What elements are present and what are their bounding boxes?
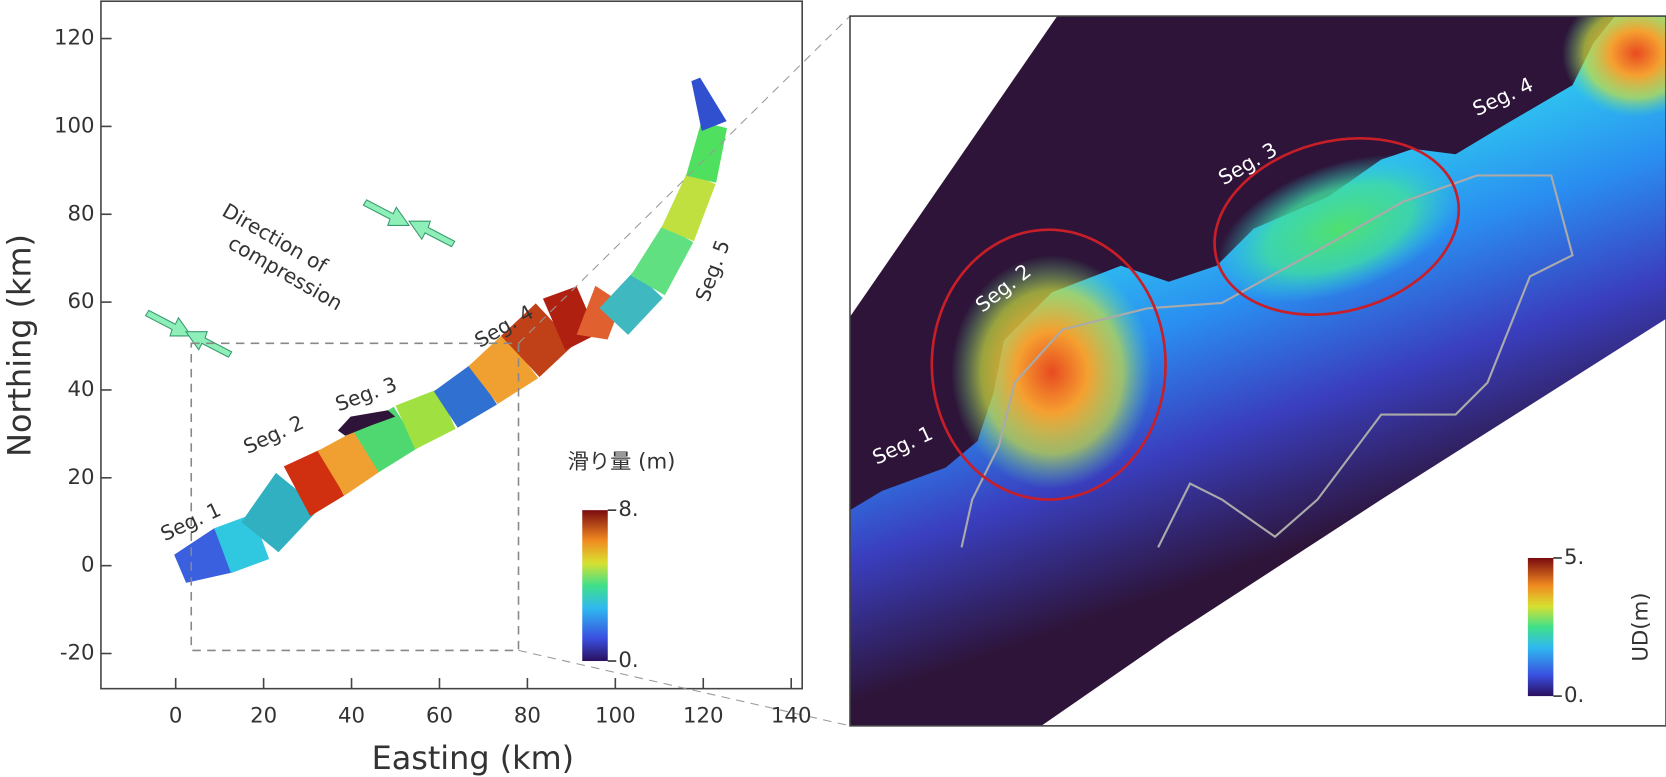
- uplift-map: [850, 16, 1666, 726]
- colorbar-tick-label: 0.: [618, 648, 638, 673]
- fault-segment: [500, 303, 575, 377]
- y-tick-label: 20: [68, 465, 95, 490]
- colorbar-tick-label: 0.: [1564, 683, 1584, 708]
- compression-arrows: [144, 199, 456, 358]
- patch: [337, 410, 396, 436]
- y-tick-label: 100: [54, 113, 95, 138]
- colorbar-title: 滑り量 (m): [568, 449, 676, 474]
- fault-model: [174, 77, 728, 583]
- x-tick-label: 140: [771, 703, 812, 728]
- zoom-box: [190, 342, 520, 652]
- colorbar: [1527, 557, 1554, 697]
- x-axis-label: Easting (km): [372, 739, 574, 777]
- y-tick-label: 40: [68, 377, 95, 402]
- y-axis-label: Northing (km): [0, 234, 38, 457]
- x-tick-label: 0: [169, 703, 183, 728]
- fault-segment: [174, 528, 234, 583]
- colorbar: [582, 510, 608, 662]
- colorbar-tick-label: 8.: [618, 497, 638, 522]
- plot-frame: [100, 0, 803, 690]
- zoom-line: [518, 649, 851, 727]
- y-tick-label: -20: [60, 641, 95, 666]
- fault-segment: [691, 77, 727, 131]
- y-tick-label: 80: [68, 201, 95, 226]
- fault-segment: [661, 172, 716, 242]
- colorbar-tick-label: 5.: [1564, 545, 1584, 570]
- x-tick-label: 20: [250, 703, 277, 728]
- y-tick-label: 60: [68, 289, 95, 314]
- y-tick-label: 0: [81, 553, 95, 578]
- zoom-line: [518, 15, 851, 344]
- colorbar-title: UD(m): [1629, 592, 1654, 661]
- panel-frame: [849, 15, 1666, 727]
- fault-segment: [686, 121, 728, 183]
- x-tick-label: 60: [426, 703, 453, 728]
- annotation: Seg. 5: [690, 237, 734, 305]
- y-tick-label: 120: [54, 26, 95, 51]
- x-tick-label: 100: [595, 703, 636, 728]
- x-tick-label: 80: [514, 703, 541, 728]
- x-tick-label: 40: [338, 703, 365, 728]
- x-tick-label: 120: [683, 703, 724, 728]
- annotation: Seg. 2: [240, 410, 308, 459]
